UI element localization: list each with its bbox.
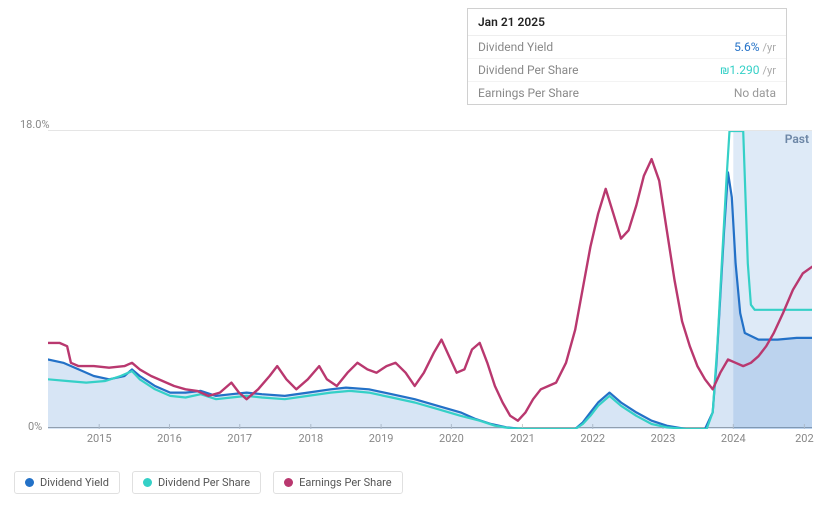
legend-dot — [25, 478, 34, 487]
tooltip-row-value: ₪1.290/yr — [720, 63, 776, 77]
hover-tooltip: Jan 21 2025 Dividend Yield5.6%/yrDividen… — [467, 8, 787, 105]
legend-label: Dividend Yield — [40, 476, 109, 489]
tooltip-row-label: Dividend Yield — [478, 40, 553, 54]
tooltip-row-label: Dividend Per Share — [478, 63, 579, 77]
x-tick-label: 2017 — [227, 432, 252, 445]
legend-dot — [284, 478, 293, 487]
legend-item-dividend-per-share[interactable]: Dividend Per Share — [132, 471, 261, 494]
legend-label: Earnings Per Share — [299, 476, 392, 489]
legend-item-dividend-yield[interactable]: Dividend Yield — [14, 471, 120, 494]
legend-label: Dividend Per Share — [158, 476, 250, 489]
x-tick-label: 2023 — [651, 432, 676, 445]
chart-plot-area[interactable] — [48, 130, 812, 428]
chart-container: Jan 21 2025 Dividend Yield5.6%/yrDividen… — [0, 0, 821, 508]
x-tick-label: 2018 — [298, 432, 323, 445]
x-tick-label: 202 — [795, 432, 814, 445]
x-tick-label: 2022 — [580, 432, 605, 445]
y-axis-min-label: 0% — [28, 420, 42, 433]
x-axis-ticks: 2015 2016 2017 2018 2019 2020 2021 2022 2023 2024… — [48, 432, 812, 452]
legend: Dividend Yield Dividend Per Share Earnin… — [14, 471, 403, 494]
x-tick-label: 2016 — [157, 432, 182, 445]
tooltip-row-label: Earnings Per Share — [478, 86, 579, 100]
legend-item-earnings-per-share[interactable]: Earnings Per Share — [273, 471, 403, 494]
tooltip-row: Dividend Per Share ₪1.290/yr — [468, 59, 786, 82]
tooltip-row-value: 5.6%/yr — [734, 40, 776, 54]
tooltip-row: Earnings Per Share No data — [468, 82, 786, 104]
y-axis-max-label: 18.0% — [20, 118, 50, 131]
tooltip-row-value: No data — [734, 86, 776, 100]
tooltip-rows: Dividend Yield 5.6%/yr Dividend Per Share ₪… — [468, 36, 786, 104]
x-tick-label: 2024 — [721, 432, 746, 445]
chart-svg — [48, 131, 812, 429]
x-tick-label: 2021 — [510, 432, 535, 445]
x-tick-label: 2020 — [439, 432, 464, 445]
x-tick-label: 2019 — [369, 432, 394, 445]
x-tick-label: 2015 — [87, 432, 112, 445]
legend-dot — [143, 478, 152, 487]
tooltip-date: Jan 21 2025 — [468, 9, 786, 36]
tooltip-row: Dividend Yield 5.6%/yr — [468, 36, 786, 59]
